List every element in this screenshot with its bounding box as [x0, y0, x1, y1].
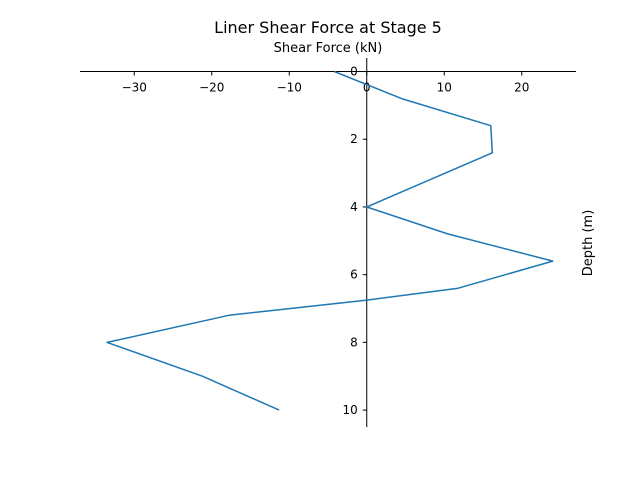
ticks: −30 −20 −10 0 10 20 0 2 4 6 8 10: [122, 65, 530, 418]
y-tick-label: 6: [350, 268, 358, 282]
x-tick-label: 20: [514, 81, 529, 95]
y-tick-label: 4: [350, 200, 358, 214]
y-tick-label: 0: [350, 65, 358, 79]
chart-title: Liner Shear Force at Stage 5: [214, 18, 442, 37]
x-tick-label: −10: [277, 81, 302, 95]
y-tick-label: 8: [350, 335, 358, 349]
shear-force-line: [106, 70, 554, 411]
x-tick-label: 0: [363, 81, 371, 95]
x-axis-label: Shear Force (kN): [274, 41, 383, 56]
y-tick-label: 2: [350, 132, 358, 146]
axes: [80, 58, 576, 427]
y-axis-label: Depth (m): [581, 210, 596, 277]
y-tick-label: 10: [342, 403, 357, 417]
x-tick-label: −20: [199, 81, 224, 95]
x-tick-label: 10: [437, 81, 452, 95]
series: [106, 70, 554, 411]
x-tick-label: −30: [122, 81, 147, 95]
